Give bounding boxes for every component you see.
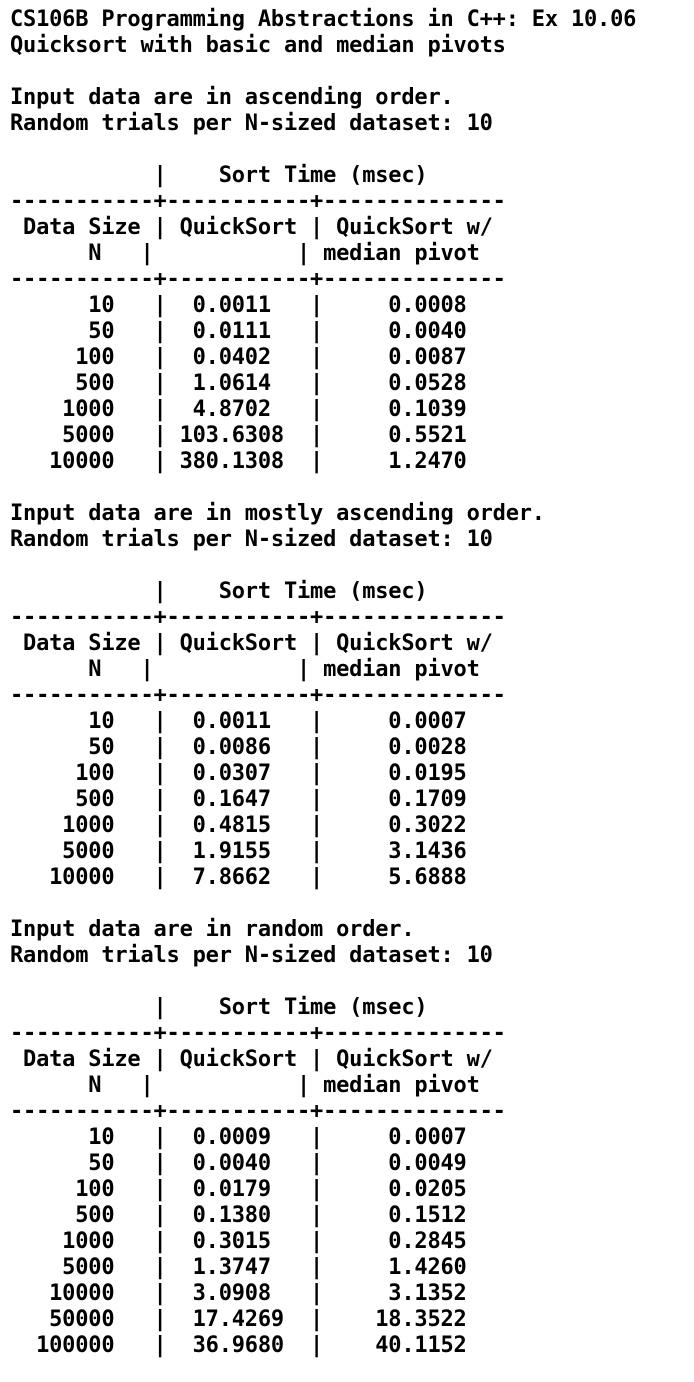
table-group-header: | Sort Time (msec) [10, 163, 493, 188]
section-description: Input data are in ascending order. [10, 85, 454, 110]
section-description: Input data are in random order. [10, 917, 415, 942]
section-description: Input data are in mostly ascending order… [10, 501, 545, 526]
table-header-row: N | | median pivot [10, 1073, 480, 1098]
blank-line [10, 553, 694, 579]
blank-line [10, 969, 694, 995]
blank-line [10, 137, 694, 163]
table-row: 5000 | 1.3747 | 1.4260 [10, 1255, 467, 1280]
table-row: 10 | 0.0011 | 0.0008 [10, 293, 467, 318]
table-divider: -----------+-----------+-------------- [10, 267, 506, 292]
section-trials: Random trials per N-sized dataset: 10 [10, 111, 493, 136]
table-row: 10000 | 380.1308 | 1.2470 [10, 449, 467, 474]
table-row: 100 | 0.0402 | 0.0087 [10, 345, 467, 370]
subtitle-line: Quicksort with basic and median pivots [10, 33, 506, 58]
table-row: 100000 | 36.9680 | 40.1152 [10, 1333, 467, 1358]
table-header-row: N | | median pivot [10, 241, 480, 266]
table-divider: -----------+-----------+-------------- [10, 1099, 506, 1124]
table-header-row: Data Size | QuickSort | QuickSort w/ [10, 631, 493, 656]
table-row: 100 | 0.0179 | 0.0205 [10, 1177, 467, 1202]
table-row: 50000 | 17.4269 | 18.3522 [10, 1307, 467, 1332]
table-header-row: N | | median pivot [10, 657, 480, 682]
blank-line [10, 59, 694, 85]
table-divider: -----------+-----------+-------------- [10, 605, 506, 630]
section-trials: Random trials per N-sized dataset: 10 [10, 527, 493, 552]
table-header-row: Data Size | QuickSort | QuickSort w/ [10, 215, 493, 240]
section-trials: Random trials per N-sized dataset: 10 [10, 943, 493, 968]
table-row: 5000 | 1.9155 | 3.1436 [10, 839, 467, 864]
table-row: 500 | 0.1380 | 0.1512 [10, 1203, 467, 1228]
table-group-header: | Sort Time (msec) [10, 579, 493, 604]
table-row: 500 | 1.0614 | 0.0528 [10, 371, 467, 396]
table-divider: -----------+-----------+-------------- [10, 1021, 506, 1046]
table-row: 1000 | 0.3015 | 0.2845 [10, 1229, 467, 1254]
table-row: 10 | 0.0011 | 0.0007 [10, 709, 467, 734]
table-row: 10000 | 3.0908 | 3.1352 [10, 1281, 467, 1306]
table-row: 1000 | 4.8702 | 0.1039 [10, 397, 467, 422]
blank-line [10, 891, 694, 917]
table-row: 500 | 0.1647 | 0.1709 [10, 787, 467, 812]
table-divider: -----------+-----------+-------------- [10, 189, 506, 214]
table-divider: -----------+-----------+-------------- [10, 683, 506, 708]
blank-line [10, 475, 694, 501]
table-group-header: | Sort Time (msec) [10, 995, 493, 1020]
table-row: 1000 | 0.4815 | 0.3022 [10, 813, 467, 838]
table-row: 50 | 0.0086 | 0.0028 [10, 735, 467, 760]
table-header-row: Data Size | QuickSort | QuickSort w/ [10, 1047, 493, 1072]
table-row: 50 | 0.0040 | 0.0049 [10, 1151, 467, 1176]
table-row: 10 | 0.0009 | 0.0007 [10, 1125, 467, 1150]
table-row: 5000 | 103.6308 | 0.5521 [10, 423, 467, 448]
title-line: CS106B Programming Abstractions in C++: … [10, 7, 637, 32]
table-row: 10000 | 7.8662 | 5.6888 [10, 865, 467, 890]
table-row: 50 | 0.0111 | 0.0040 [10, 319, 467, 344]
table-row: 100 | 0.0307 | 0.0195 [10, 761, 467, 786]
